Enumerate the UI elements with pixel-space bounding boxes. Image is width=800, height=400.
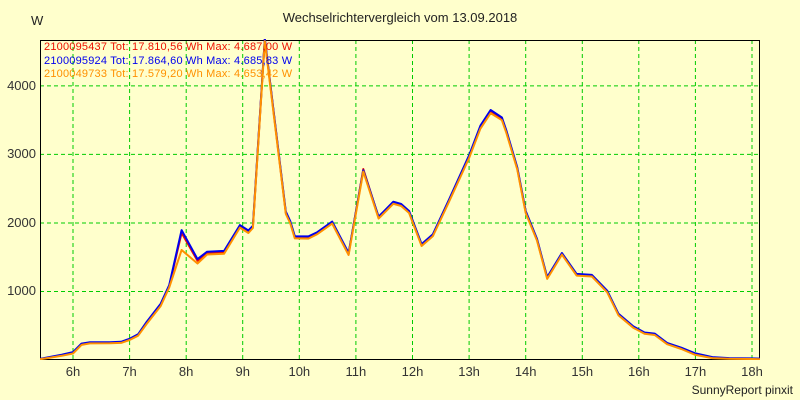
y-tick-label-1000: 1000: [7, 283, 36, 299]
x-tick-label-10h: 10h: [288, 364, 311, 379]
x-tick-label-11h: 11h: [345, 364, 367, 379]
x-tick-label-16h: 16h: [627, 364, 650, 379]
y-tick-label-3000: 3000: [7, 146, 36, 162]
legend-row-2100095437: 2100095437 Tot: 17.810,56 Wh Max: 4.687,…: [44, 41, 293, 53]
x-tick-label-9h: 9h: [235, 364, 250, 379]
x-tick-label-8h: 8h: [178, 364, 194, 379]
x-tick-label-17h: 17h: [684, 364, 707, 379]
y-axis-unit-label: W: [31, 13, 44, 28]
legend-row-2100095924: 2100095924 Tot: 17.864,60 Wh Max: 4.685,…: [44, 54, 293, 67]
legend: 2100095437 Tot: 17.810,56 Wh Max: 4.687,…: [44, 41, 292, 82]
series-line-2100095924: [40, 39, 760, 360]
y-tick-label-4000: 4000: [7, 77, 36, 93]
x-tick-label-18h: 18h: [741, 364, 763, 379]
legend-row-2100049733: 2100049733 Tot: 17.579,20 Wh Max: 4.653,…: [44, 68, 293, 80]
series-line-2100095437: [40, 39, 760, 360]
plot-border: [40, 40, 760, 360]
y-tick-label-2000: 2000: [7, 214, 36, 230]
x-tick-label-14h: 14h: [514, 364, 537, 379]
series-line-2100049733: [40, 40, 760, 360]
x-tick-label-13h: 13h: [458, 364, 480, 379]
x-tick-label-12h: 12h: [401, 364, 424, 379]
x-tick-label-15h: 15h: [571, 364, 594, 379]
x-tick-label-7h: 7h: [122, 364, 137, 379]
chart-title: Wechselrichtervergleich vom 13.09.2018: [282, 10, 518, 25]
footer-credit: SunnyReport pinxit: [691, 383, 793, 397]
x-tick-label-6h: 6h: [65, 364, 81, 379]
